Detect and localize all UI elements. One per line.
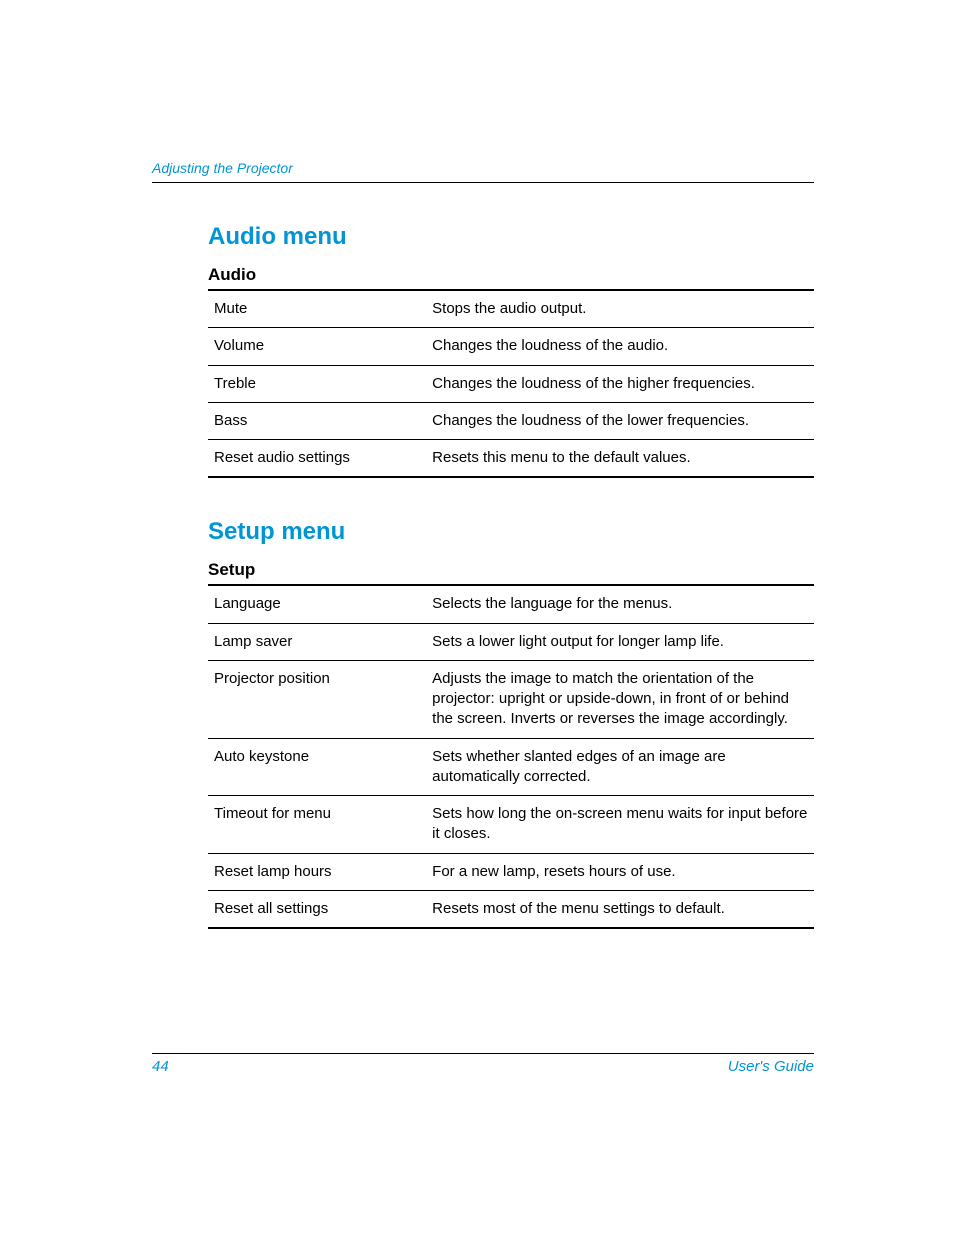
- table-row: Reset all settings Resets most of the me…: [208, 890, 814, 928]
- section-setup: Setup menu Setup Language Selects the la…: [208, 518, 814, 929]
- table-row: Lamp saver Sets a lower light output for…: [208, 623, 814, 660]
- setting-desc: Changes the loudness of the audio.: [426, 328, 814, 365]
- section-title: Audio menu: [208, 223, 814, 251]
- table-row: Volume Changes the loudness of the audio…: [208, 328, 814, 365]
- setting-desc: Changes the loudness of the higher frequ…: [426, 365, 814, 402]
- setting-desc: Adjusts the image to match the orientati…: [426, 660, 814, 738]
- table-row: Treble Changes the loudness of the highe…: [208, 365, 814, 402]
- setting-desc: Resets this menu to the default values.: [426, 440, 814, 478]
- table-row: Mute Stops the audio output.: [208, 290, 814, 328]
- setting-name: Lamp saver: [208, 623, 426, 660]
- setting-name: Reset audio settings: [208, 440, 426, 478]
- table-row: Projector position Adjusts the image to …: [208, 660, 814, 738]
- audio-table: Mute Stops the audio output. Volume Chan…: [208, 289, 814, 478]
- setting-desc: Sets whether slanted edges of an image a…: [426, 738, 814, 796]
- setting-name: Mute: [208, 290, 426, 328]
- setting-name: Bass: [208, 402, 426, 439]
- table-row: Language Selects the language for the me…: [208, 585, 814, 623]
- table-row: Auto keystone Sets whether slanted edges…: [208, 738, 814, 796]
- section-audio: Audio menu Audio Mute Stops the audio ou…: [208, 223, 814, 478]
- setting-name: Language: [208, 585, 426, 623]
- page-number: 44: [152, 1058, 169, 1075]
- document-page: Adjusting the Projector Audio menu Audio…: [0, 0, 954, 1235]
- table-row: Reset audio settings Resets this menu to…: [208, 440, 814, 478]
- table-row: Timeout for menu Sets how long the on-sc…: [208, 796, 814, 854]
- setting-desc: For a new lamp, resets hours of use.: [426, 853, 814, 890]
- setting-name: Reset all settings: [208, 890, 426, 928]
- setting-name: Timeout for menu: [208, 796, 426, 854]
- section-title: Setup menu: [208, 518, 814, 546]
- doc-title: User's Guide: [728, 1058, 814, 1075]
- setting-desc: Sets a lower light output for longer lam…: [426, 623, 814, 660]
- setting-desc: Selects the language for the menus.: [426, 585, 814, 623]
- setting-name: Volume: [208, 328, 426, 365]
- setting-desc: Resets most of the menu settings to defa…: [426, 890, 814, 928]
- setting-name: Auto keystone: [208, 738, 426, 796]
- setting-desc: Sets how long the on-screen menu waits f…: [426, 796, 814, 854]
- setting-desc: Stops the audio output.: [426, 290, 814, 328]
- running-header: Adjusting the Projector: [152, 160, 814, 183]
- setting-desc: Changes the loudness of the lower freque…: [426, 402, 814, 439]
- setup-table: Language Selects the language for the me…: [208, 584, 814, 929]
- table-row: Reset lamp hours For a new lamp, resets …: [208, 853, 814, 890]
- table-title: Audio: [208, 265, 814, 285]
- table-title: Setup: [208, 560, 814, 580]
- setting-name: Reset lamp hours: [208, 853, 426, 890]
- setting-name: Projector position: [208, 660, 426, 738]
- setting-name: Treble: [208, 365, 426, 402]
- table-row: Bass Changes the loudness of the lower f…: [208, 402, 814, 439]
- page-footer: 44 User's Guide: [152, 1053, 814, 1075]
